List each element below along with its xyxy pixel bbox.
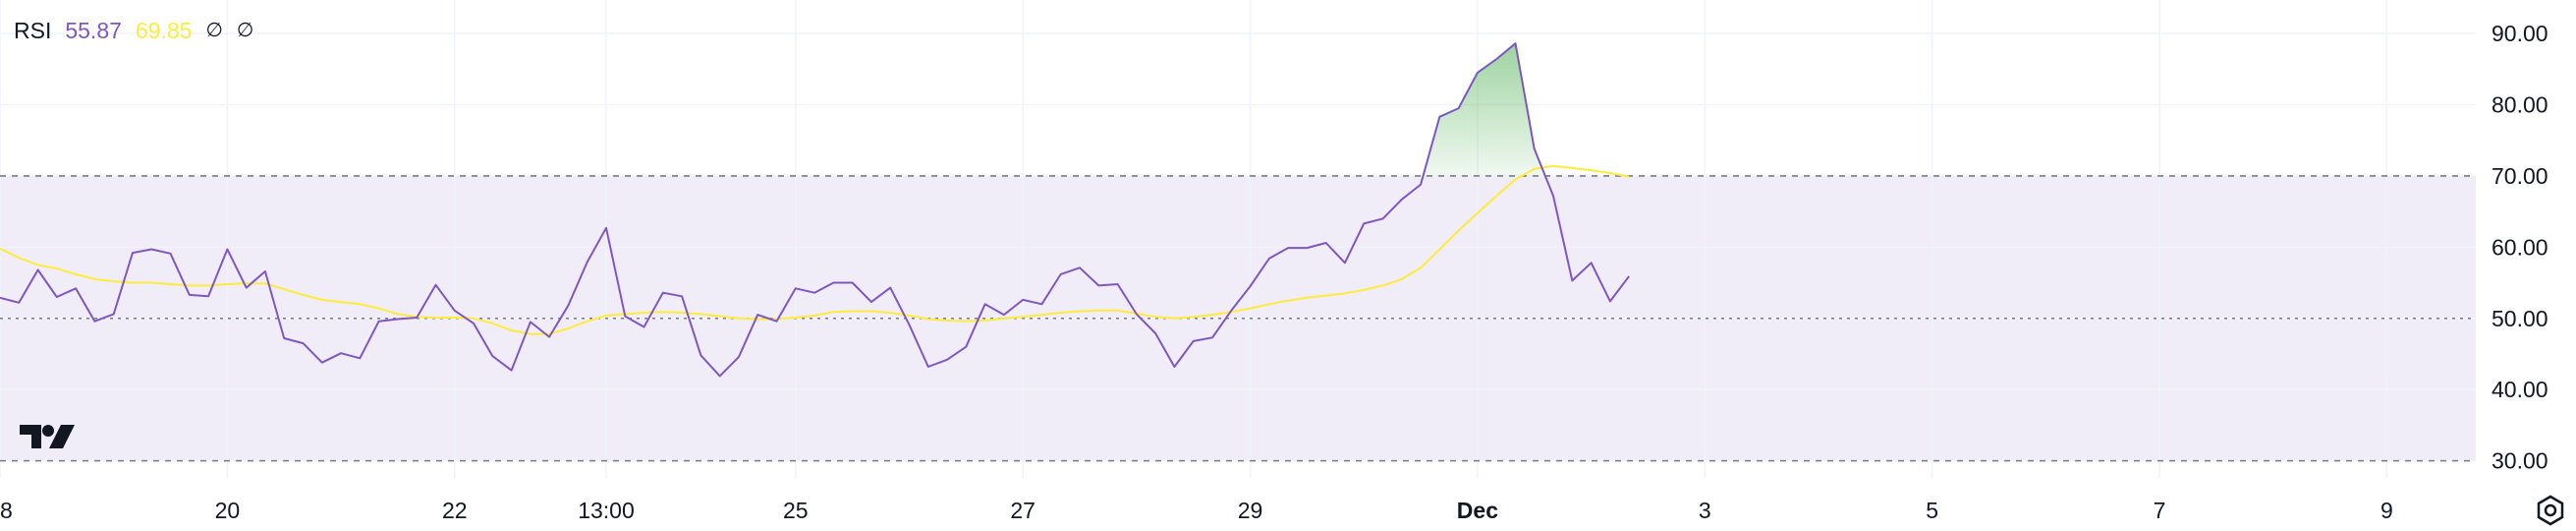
x-tick-label[interactable]: 9 [2380,498,2393,523]
x-tick-label[interactable]: 22 [442,498,468,523]
rsi-value: 55.87 [65,18,122,43]
rsi-ma-line [0,164,1630,335]
x-tick-label[interactable]: 20 [215,498,241,523]
x-tick-label[interactable]: 27 [1010,498,1036,523]
y-tick-label[interactable]: 40.00 [2492,377,2548,402]
indicator-title[interactable]: RSI [14,18,52,43]
x-tick-label[interactable]: Dec [1457,498,1498,523]
y-tick-label[interactable]: 60.00 [2492,234,2548,260]
x-tick-label[interactable]: 5 [1926,498,1938,523]
overbought-region [1423,43,1545,176]
x-axis[interactable]: 18 20 22 13:00 25 27 29 Dec 3 5 7 9 [0,498,2393,523]
x-tick-label[interactable]: 3 [1699,498,1711,523]
rsi-ma-value: 69.85 [135,18,193,43]
series-lines [0,42,1630,378]
y-tick-label[interactable]: 80.00 [2492,91,2548,117]
indicator-legend[interactable]: RSI 55.87 69.85 ∅ ∅ [14,14,253,47]
tradingview-logo-icon[interactable] [18,421,79,452]
y-tick-label[interactable]: 50.00 [2492,306,2548,331]
x-tick-label[interactable]: 7 [2154,498,2166,523]
hidden-value-icon-2: ∅ [236,20,254,41]
rsi-line [0,42,1630,378]
hidden-value-icon: ∅ [205,20,223,41]
y-axis[interactable]: 90.00 80.00 70.00 60.00 50.00 40.00 30.00 [2492,21,2548,474]
rsi-bands [0,175,2476,462]
y-tick-label[interactable]: 70.00 [2492,163,2548,189]
x-tick-label[interactable]: 25 [783,498,809,523]
overbought-fill [1423,43,1545,176]
x-tick-label[interactable]: 13:00 [578,498,635,523]
x-tick-label[interactable]: 29 [1238,498,1263,523]
x-tick-label[interactable]: 18 [0,498,13,523]
y-tick-label[interactable]: 30.00 [2492,448,2548,474]
settings-gear-icon[interactable] [2533,494,2568,527]
y-tick-label[interactable]: 90.00 [2492,21,2548,46]
